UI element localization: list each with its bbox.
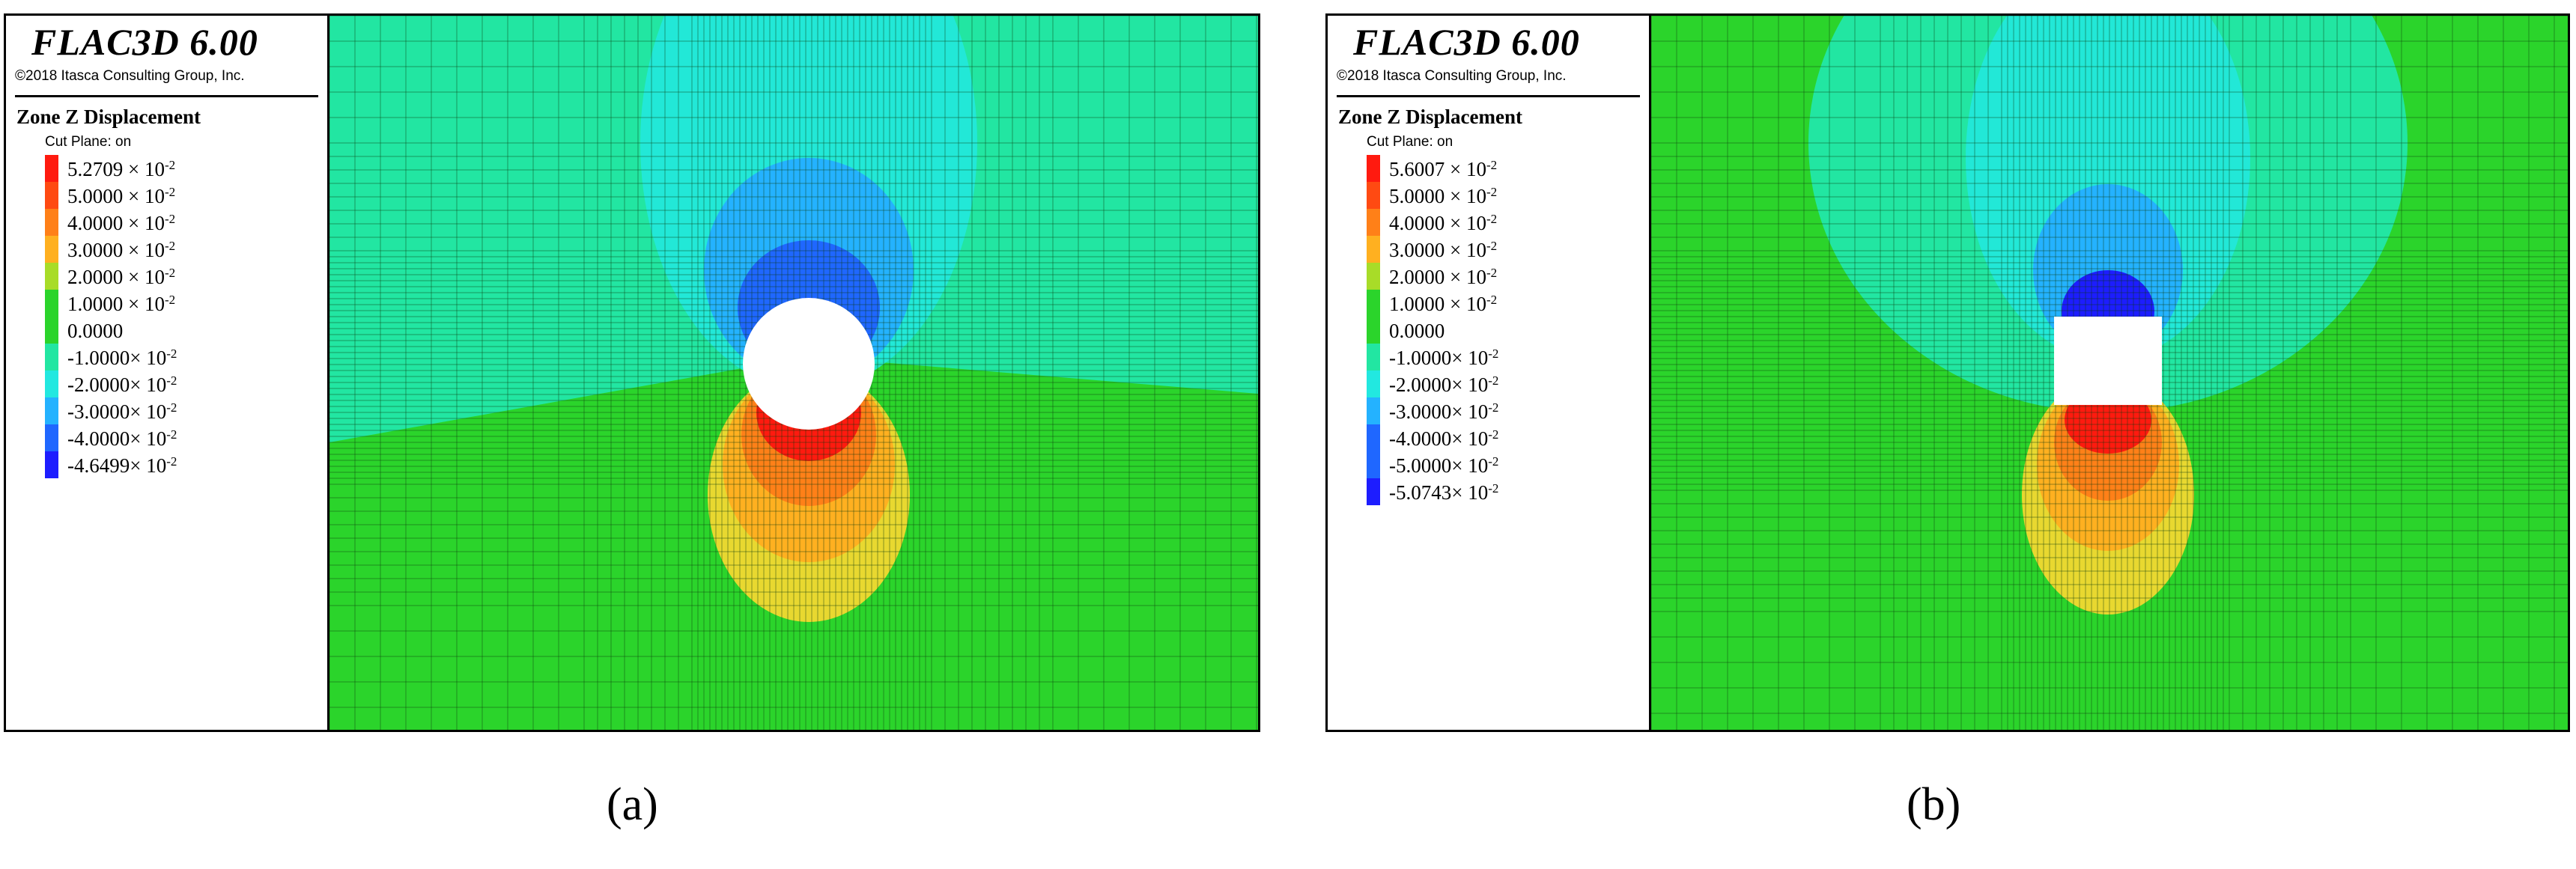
contour-panel-b: FLAC3D 6.00 ©2018 Itasca Consulting Grou… xyxy=(1325,13,2570,732)
scale-swatch xyxy=(1367,344,1380,371)
scale-label: -3.0000× 10-2 xyxy=(1389,400,1499,423)
scale-swatch xyxy=(1367,451,1380,478)
scale-label: -2.0000× 10-2 xyxy=(1389,373,1499,396)
scale-swatch xyxy=(1367,209,1380,236)
scale-swatch xyxy=(1367,236,1380,263)
displacement-contour-map xyxy=(329,16,1258,730)
scale-swatch xyxy=(1367,478,1380,505)
scale-swatch xyxy=(45,424,58,451)
scale-label: 3.0000 × 10-2 xyxy=(67,239,176,261)
scale-swatch xyxy=(1367,424,1380,451)
scale-swatch xyxy=(1367,371,1380,397)
scale-label: -2.0000× 10-2 xyxy=(67,373,177,396)
scale-swatch xyxy=(45,236,58,263)
legend-panel: FLAC3D 6.00 ©2018 Itasca Consulting Grou… xyxy=(6,16,329,730)
scale-swatch xyxy=(45,371,58,397)
scale-swatch xyxy=(45,397,58,424)
scale-label: 5.6007 × 10-2 xyxy=(1389,158,1498,180)
scale-swatch xyxy=(1367,155,1380,182)
scale-label: 5.0000 × 10-2 xyxy=(1389,185,1498,207)
scale-label: -4.0000× 10-2 xyxy=(67,427,177,450)
scale-swatch xyxy=(45,209,58,236)
scale-swatch xyxy=(45,182,58,209)
scale-swatch xyxy=(1367,397,1380,424)
contour-panel-a: FLAC3D 6.00 ©2018 Itasca Consulting Grou… xyxy=(4,13,1260,732)
scale-swatch xyxy=(45,263,58,290)
scale-label: -5.0000× 10-2 xyxy=(1389,454,1499,477)
displacement-contour-map xyxy=(1651,16,2568,730)
scale-swatch xyxy=(1367,263,1380,290)
scale-label: 5.0000 × 10-2 xyxy=(67,185,176,207)
scale-label: 4.0000 × 10-2 xyxy=(1389,212,1498,234)
copyright-text: ©2018 Itasca Consulting Group, Inc. xyxy=(15,68,245,84)
cut-plane-status: Cut Plane: on xyxy=(45,134,132,150)
app-title: FLAC3D 6.00 xyxy=(31,21,258,63)
scale-label: 2.0000 × 10-2 xyxy=(1389,266,1498,288)
scale-label: -4.6499× 10-2 xyxy=(67,454,177,477)
legend-divider xyxy=(15,95,318,97)
scale-label: -1.0000× 10-2 xyxy=(1389,347,1499,369)
scale-label: 0.0000 xyxy=(67,320,124,342)
legend-divider xyxy=(1337,95,1640,97)
contour-plot xyxy=(1651,16,2568,730)
scale-label: 4.0000 × 10-2 xyxy=(67,212,176,234)
scale-swatch xyxy=(1367,317,1380,344)
scale-swatch xyxy=(1367,290,1380,317)
tunnel-opening xyxy=(743,298,875,430)
legend-panel: FLAC3D 6.00 ©2018 Itasca Consulting Grou… xyxy=(1328,16,1651,730)
scale-label: 3.0000 × 10-2 xyxy=(1389,239,1498,261)
scale-label: 1.0000 × 10-2 xyxy=(67,293,176,315)
legend-title: Zone Z Displacement xyxy=(16,106,201,128)
contour-plot xyxy=(329,16,1258,730)
scale-label: 0.0000 xyxy=(1389,320,1445,342)
scale-swatch xyxy=(45,155,58,182)
figure-caption-b: (b) xyxy=(1907,779,1961,830)
figure-caption-a: (a) xyxy=(607,779,658,830)
app-title: FLAC3D 6.00 xyxy=(1353,21,1580,63)
scale-swatch xyxy=(45,290,58,317)
scale-label: 5.2709 × 10-2 xyxy=(67,158,176,180)
legend-title: Zone Z Displacement xyxy=(1338,106,1522,128)
scale-label: 2.0000 × 10-2 xyxy=(67,266,176,288)
roadway-opening xyxy=(2054,317,2162,405)
scale-swatch xyxy=(45,317,58,344)
scale-label: -3.0000× 10-2 xyxy=(67,400,177,423)
scale-swatch xyxy=(1367,182,1380,209)
scale-label: -1.0000× 10-2 xyxy=(67,347,177,369)
scale-label: 1.0000 × 10-2 xyxy=(1389,293,1498,315)
copyright-text: ©2018 Itasca Consulting Group, Inc. xyxy=(1337,68,1567,84)
scale-swatch xyxy=(45,344,58,371)
scale-label: -4.0000× 10-2 xyxy=(1389,427,1499,450)
scale-swatch xyxy=(45,451,58,478)
scale-label: -5.0743× 10-2 xyxy=(1389,481,1499,504)
cut-plane-status: Cut Plane: on xyxy=(1367,134,1453,150)
mesh-grid xyxy=(1651,16,2568,730)
